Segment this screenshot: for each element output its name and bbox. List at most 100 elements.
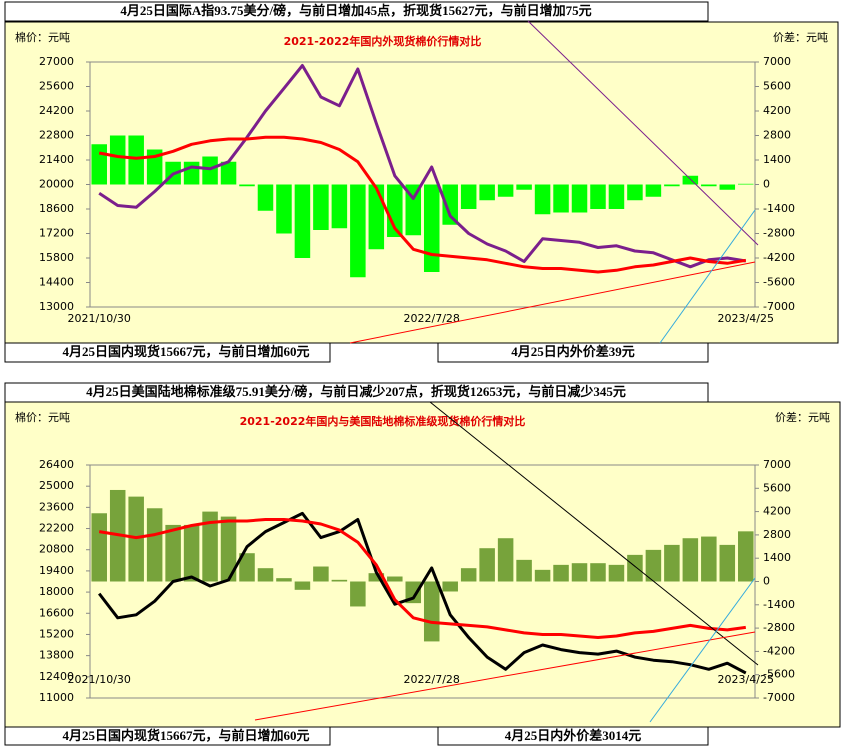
bar	[682, 175, 699, 185]
x-tick-label: 2021/10/30	[68, 312, 131, 325]
y2-tick-label: -7000	[763, 300, 795, 313]
bar	[516, 184, 532, 190]
bar	[442, 581, 458, 592]
bar	[645, 184, 662, 197]
chart-title: 2021-2022年国内与美国陆地棉标准级现货棉价行情对比	[240, 414, 526, 428]
bar	[738, 531, 754, 582]
bar	[627, 184, 643, 201]
bar	[165, 524, 181, 582]
y-tick-label: 21400	[39, 153, 74, 166]
bar	[276, 578, 292, 582]
chart-title: 2021-2022年国内外现货棉价行情对比	[284, 34, 482, 48]
annotations	[254, 20, 759, 723]
bar	[608, 564, 625, 582]
y2-tick-label: 7000	[763, 458, 791, 471]
bar	[405, 581, 422, 604]
bar	[313, 184, 329, 230]
bar	[183, 161, 200, 185]
banner-text: 4月25日国内现货15667元，与前日增加60元	[62, 728, 309, 743]
y-axis-label: 棉价：元吨	[15, 410, 70, 424]
y2-tick-label: 2800	[763, 528, 791, 541]
y-tick-label: 27000	[39, 55, 74, 68]
bar	[590, 184, 606, 209]
bar	[645, 549, 662, 582]
bar	[239, 184, 255, 187]
bar	[682, 538, 699, 582]
y-tick-label: 15200	[39, 627, 74, 640]
y-tick-label: 20800	[39, 543, 74, 556]
y-tick-label: 26400	[39, 458, 74, 471]
line	[98, 135, 747, 274]
bar	[516, 559, 532, 582]
y2-tick-label: -4200	[763, 251, 795, 264]
bar	[571, 184, 588, 213]
y2-tick-label: -1400	[763, 202, 795, 215]
x-tick-label: 2021/10/30	[68, 673, 131, 686]
pointer-line	[254, 631, 756, 721]
banner-bottom: 4月25日国内现货15667元，与前日增加60元 4月25日内外价差3014元	[4, 726, 709, 746]
bar	[109, 135, 126, 185]
bar	[350, 184, 366, 278]
bar	[91, 144, 107, 185]
y-tick-label: 19400	[39, 564, 74, 577]
bar	[719, 544, 736, 582]
bar	[331, 184, 348, 229]
y2-tick-label: 4200	[763, 104, 791, 117]
y-tick-label: 12400	[39, 670, 74, 683]
y2-tick-label: -7000	[763, 691, 795, 704]
line	[98, 511, 747, 675]
bar	[423, 581, 440, 642]
bar	[387, 576, 403, 582]
banner-text: 4月25日国际A指93.75美分/磅，与前日增加45点，折现货15627元，与前…	[120, 3, 591, 18]
bar	[276, 184, 292, 234]
bar	[590, 563, 606, 582]
bar	[257, 568, 274, 582]
y-tick-label: 15800	[39, 251, 74, 264]
bar	[442, 184, 458, 225]
bar	[553, 564, 569, 582]
bar	[497, 184, 514, 197]
banner-text: 4月25日国内现货15667元，与前日增加60元	[62, 344, 309, 359]
pointer-line	[349, 261, 756, 344]
y-tick-label: 14400	[39, 276, 74, 289]
y2-tick-label: 2800	[763, 129, 791, 142]
y2-tick-label: 5600	[763, 481, 791, 494]
chart: 2021-2022年国内外现货棉价行情对比 棉价：元吨 价差：元吨 13000 1440…	[4, 21, 839, 344]
y2-tick-label: 1400	[763, 551, 791, 564]
y-tick-label: 11000	[39, 691, 74, 704]
bar	[738, 183, 754, 185]
x-tick-label: 2023/4/25	[718, 312, 774, 325]
bar	[534, 184, 551, 215]
chart: 2021-2022年国内与美国陆地棉标准级现货棉价行情对比 棉价：元吨 价差：元吨 1…	[4, 401, 841, 728]
bar	[368, 573, 385, 582]
y-tick-label: 16600	[39, 606, 74, 619]
pointer-line	[649, 577, 756, 723]
banner-middle: 4月25日国内现货15667元，与前日增加60元 4月25日内外价差39元	[4, 342, 709, 363]
bar	[460, 568, 477, 582]
bar	[331, 579, 348, 582]
bar	[571, 563, 588, 582]
bar	[405, 184, 422, 236]
y-tick-label: 13000	[39, 300, 74, 313]
bar	[460, 184, 477, 209]
y-tick-label: 17200	[39, 227, 74, 240]
bar	[294, 184, 311, 258]
bar	[719, 184, 736, 190]
y-tick-label: 23600	[39, 500, 74, 513]
y2-tick-label: -4200	[763, 644, 795, 657]
y-tick-label: 13800	[39, 649, 74, 662]
bar	[664, 184, 680, 187]
y-tick-label: 18000	[39, 585, 74, 598]
bar	[239, 553, 255, 582]
bar	[313, 566, 329, 582]
y2-tick-label: 5600	[763, 80, 791, 93]
y-tick-label: 22800	[39, 129, 74, 142]
bar	[534, 569, 551, 582]
bar	[627, 554, 643, 582]
bar	[664, 544, 680, 582]
y-tick-label: 20000	[39, 178, 74, 191]
y2-tick-label: -5600	[763, 668, 795, 681]
bar	[202, 511, 218, 582]
bar	[294, 581, 311, 590]
